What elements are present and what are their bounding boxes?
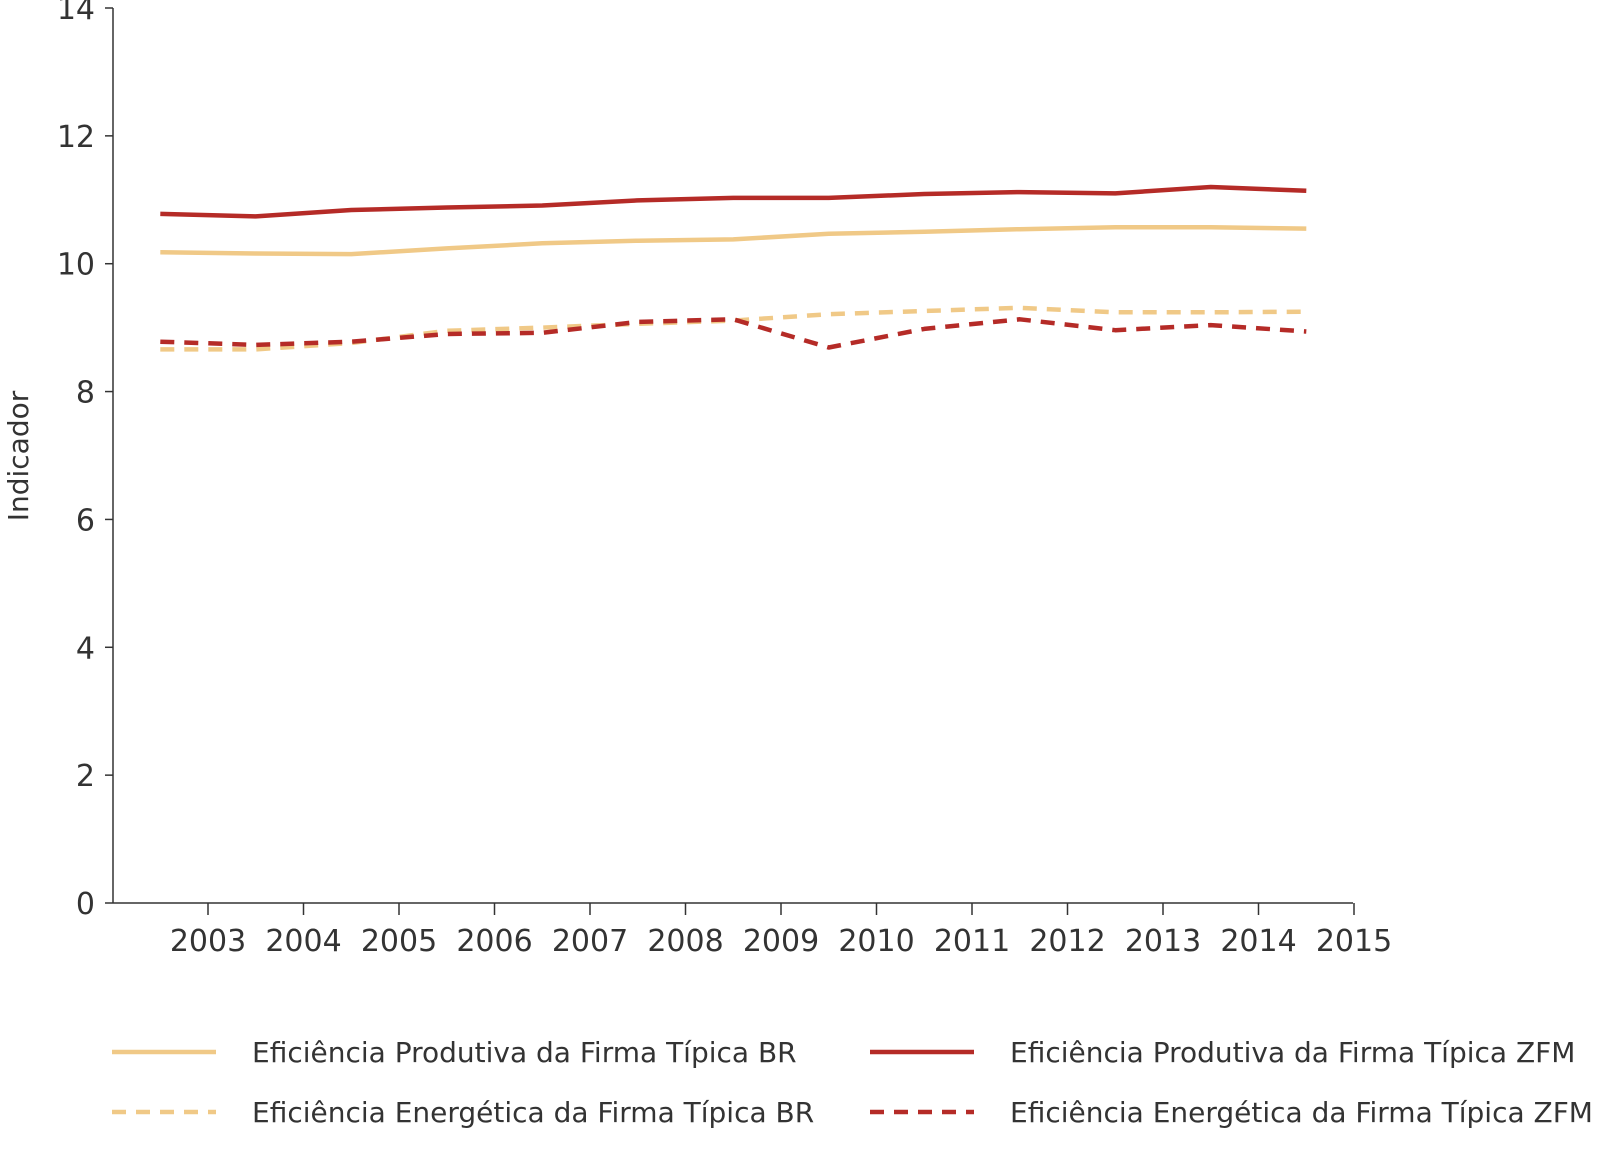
- x-tick-label: 2006: [456, 924, 532, 959]
- legend-label: Eficiência Produtiva da Firma Típica ZFM: [1010, 1036, 1575, 1069]
- legend-item: Eficiência Energética da Firma Típica ZF…: [870, 1096, 1593, 1129]
- x-tick-label: 2007: [552, 924, 628, 959]
- legend-label: Eficiência Produtiva da Firma Típica BR: [252, 1036, 797, 1069]
- y-tick-label: 10: [57, 248, 95, 283]
- x-tick-label: 2008: [647, 924, 723, 959]
- x-tick-label: 2010: [838, 924, 914, 959]
- y-axis-ticks: 0 2 4 6 8 10 12 14: [57, 0, 113, 922]
- y-tick-label: 2: [76, 759, 95, 794]
- y-tick-label: 12: [57, 120, 95, 155]
- y-tick-label: 6: [76, 503, 95, 538]
- x-tick-label: 2012: [1029, 924, 1105, 959]
- y-tick-label: 0: [76, 887, 95, 922]
- legend-label: Eficiência Energética da Firma Típica ZF…: [1010, 1096, 1593, 1129]
- series-layer: [160, 184, 1307, 352]
- y-tick-label: 8: [76, 376, 95, 411]
- y-tick-label: 4: [76, 631, 95, 666]
- axes: [112, 8, 1353, 904]
- y-tick-label: 14: [57, 0, 95, 27]
- legend-item: Eficiência Produtiva da Firma Típica BR: [112, 1036, 797, 1069]
- series-line-4: [160, 317, 1307, 350]
- x-tick-label: 2005: [361, 924, 437, 959]
- x-tick-label: 2004: [265, 924, 341, 959]
- x-tick-label: 2011: [934, 924, 1010, 959]
- y-axis-title: Indicador: [2, 390, 35, 521]
- legend: Eficiência Produtiva da Firma Típica BR E…: [112, 1036, 1593, 1129]
- x-tick-label: 2013: [1125, 924, 1201, 959]
- x-tick-label: 2003: [170, 924, 246, 959]
- legend-label: Eficiência Energética da Firma Típica BR: [252, 1096, 814, 1129]
- series-line-1: [160, 225, 1307, 257]
- x-tick-label: 2009: [743, 924, 819, 959]
- legend-item: Eficiência Energética da Firma Típica BR: [112, 1096, 814, 1129]
- x-tick-label: 2014: [1220, 924, 1296, 959]
- series-line-2: [160, 184, 1307, 219]
- x-axis-ticks: 2003 2004 2005 2006 2007 2008 2009 2010 2011 2012…: [170, 903, 1392, 959]
- x-tick-label: 2015: [1316, 924, 1392, 959]
- legend-item: Eficiência Produtiva da Firma Típica ZFM: [870, 1036, 1575, 1069]
